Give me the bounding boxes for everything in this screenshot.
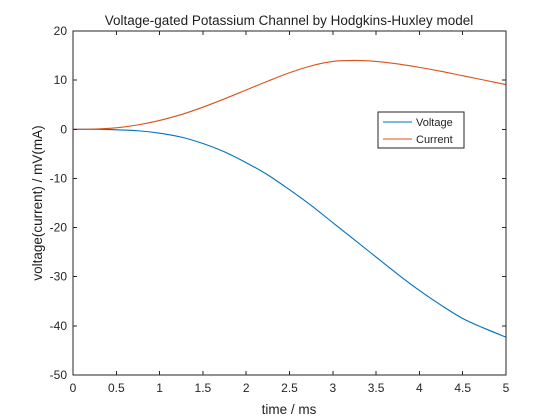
legend-box: [377, 111, 465, 149]
x-tick-label: 5: [503, 381, 510, 395]
x-tick-label: 3: [329, 381, 336, 395]
x-tick-label: 1.5: [195, 381, 212, 395]
y-tick-label: 20: [54, 24, 68, 38]
legend-label-current: Current: [416, 134, 453, 146]
y-tick-label: -30: [50, 270, 68, 284]
plot-area: [72, 30, 507, 376]
x-tick-label: 0: [70, 381, 77, 395]
x-tick-label: 2: [243, 381, 250, 395]
x-axis-label: time / ms: [262, 402, 317, 417]
x-tick-label: 1: [156, 381, 163, 395]
series-line-voltage: [72, 128, 507, 338]
y-axis: -50 -40 -30 -20 -10 0 10 20: [50, 24, 506, 382]
series-line-current: [72, 59, 507, 130]
y-tick-label: 0: [60, 122, 67, 136]
x-axis: 0 0.5 1 1.5 2 2.5 3 3.5 4 4.5 5: [70, 31, 510, 395]
x-tick-label: 3.5: [368, 381, 385, 395]
y-tick-label: -10: [50, 171, 68, 185]
legend: Voltage Current: [377, 111, 465, 149]
x-tick-label: 4: [416, 381, 423, 395]
legend-label-voltage: Voltage: [416, 117, 453, 129]
y-tick-label: -20: [50, 221, 68, 235]
x-tick-label: 4.5: [454, 381, 471, 395]
x-tick-label: 0.5: [108, 381, 125, 395]
y-tick-label: -50: [50, 368, 68, 382]
y-tick-label: 10: [54, 73, 68, 87]
series-layer: [72, 59, 507, 338]
plot-background: [73, 31, 506, 375]
y-axis-label: voltage(current) / mV(mA): [30, 125, 45, 280]
chart-title: Voltage-gated Potassium Channel by Hodgk…: [105, 13, 473, 28]
x-tick-label: 2.5: [281, 381, 298, 395]
y-tick-label: -40: [50, 319, 68, 333]
